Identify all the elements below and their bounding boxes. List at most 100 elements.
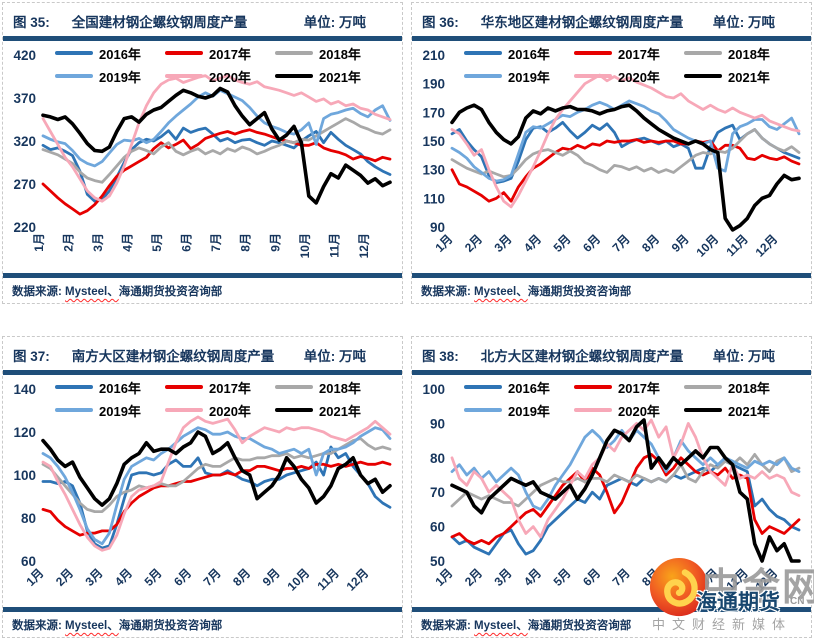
legend-item: 2018年 bbox=[684, 42, 794, 64]
legend-item: 2016年 bbox=[464, 376, 574, 398]
x-tick-label: 10月 bbox=[284, 566, 312, 594]
legend-item: 2019年 bbox=[464, 399, 574, 421]
series-line-2021年 bbox=[450, 418, 801, 563]
series-line-2016年 bbox=[450, 121, 801, 185]
series-line-2017年 bbox=[450, 453, 801, 546]
figure-number: 图 38: bbox=[422, 349, 459, 364]
x-tick-label: 10月 bbox=[693, 232, 721, 260]
legend-item: 2017年 bbox=[574, 376, 684, 398]
source-prefix: 数据来源: bbox=[421, 286, 475, 298]
source-rest: 海通期货投资咨询部 bbox=[118, 286, 223, 298]
legend-item: 2021年 bbox=[275, 399, 385, 421]
unit-label: 单位: 万吨 bbox=[712, 15, 775, 30]
x-tick-label: 3月 bbox=[491, 566, 514, 589]
y-tick-label: 70 bbox=[430, 485, 445, 500]
divider-bar bbox=[412, 607, 811, 612]
legend-label: 2019年 bbox=[508, 403, 550, 419]
divider-bar bbox=[412, 370, 811, 375]
chart-title: 北方大区建材钢企螺纹钢周度产量 bbox=[480, 349, 684, 364]
x-tick-label: 11月 bbox=[327, 233, 341, 258]
legend-item: 2020年 bbox=[574, 65, 684, 87]
y-tick-label: 370 bbox=[13, 91, 36, 106]
legend-swatch-2019 bbox=[55, 74, 93, 78]
series-line-2018年 bbox=[41, 437, 392, 514]
x-tick-label: 5月 bbox=[142, 566, 165, 589]
legend-swatch-2017 bbox=[574, 51, 612, 55]
x-tick-label: 12月 bbox=[344, 566, 372, 594]
series-line-2021年 bbox=[41, 86, 392, 205]
x-tick-label: 9月 bbox=[260, 566, 283, 589]
legend-item: 2019年 bbox=[55, 399, 165, 421]
y-tick-label: 210 bbox=[422, 48, 445, 63]
legend-item: 2017年 bbox=[574, 42, 684, 64]
x-tick-label: 7月 bbox=[610, 566, 633, 589]
chart-panel-national: 图 35: 全国建材钢企螺纹钢周度产量 单位: 万吨 220 270 320 370 4… bbox=[2, 2, 403, 304]
x-tick-label: 3月 bbox=[491, 232, 514, 255]
legend-swatch-2020 bbox=[165, 74, 203, 78]
legend-label: 2018年 bbox=[728, 46, 770, 62]
legend-label: 2019年 bbox=[99, 403, 141, 419]
x-tick-label: 3月 bbox=[91, 233, 105, 252]
x-tick-label: 4月 bbox=[521, 232, 544, 255]
x-tick-label: 6月 bbox=[580, 566, 603, 589]
legend-item: 2018年 bbox=[684, 376, 794, 398]
x-tick-label: 8月 bbox=[239, 233, 253, 252]
x-tick-label: 4月 bbox=[112, 566, 135, 589]
source-note: 数据来源: Mysteel、海通期货投资咨询部 bbox=[3, 612, 402, 633]
line-chart: 90 110 130 150 170 190 210 1月 2月 3月 4月 5月 6月 7月 8月 9月 10… bbox=[422, 48, 801, 260]
series-line-2021年 bbox=[41, 430, 392, 507]
divider-bar bbox=[3, 273, 402, 278]
x-tick-label: 4月 bbox=[121, 233, 135, 252]
source-rest: 海通期货投资咨询部 bbox=[527, 620, 632, 632]
x-tick-label: 5月 bbox=[551, 232, 574, 255]
x-tick-label: 8月 bbox=[639, 566, 662, 589]
chart-region: 60 80 100 120 140 1月 2月 3月 4月 5月 6月 7月 8月 9月 10月 11月 12月… bbox=[3, 375, 402, 607]
legend-label: 2021年 bbox=[728, 403, 770, 419]
legend-item: 2018年 bbox=[275, 376, 385, 398]
divider-bar bbox=[3, 370, 402, 375]
unit-label: 单位: 万吨 bbox=[303, 15, 366, 30]
legend-label: 2019年 bbox=[99, 69, 141, 85]
x-tick-label: 1月 bbox=[432, 566, 455, 589]
x-tick-label: 1月 bbox=[32, 233, 46, 252]
x-tick-label: 9月 bbox=[669, 566, 692, 589]
series-line-2018年 bbox=[41, 117, 392, 184]
chart-title: 全国建材钢企螺纹钢周度产量 bbox=[71, 15, 248, 30]
y-tick-label: 150 bbox=[422, 134, 445, 149]
series-line-2019年 bbox=[450, 99, 801, 183]
legend-item: 2016年 bbox=[55, 376, 165, 398]
series-line-2019年 bbox=[41, 426, 392, 546]
figure-number: 图 36: bbox=[422, 15, 459, 30]
legend-label: 2016年 bbox=[508, 380, 550, 396]
legend-swatch-2016 bbox=[55, 51, 93, 55]
x-tick-label: 7月 bbox=[209, 233, 223, 252]
y-tick-label: 80 bbox=[430, 451, 445, 466]
y-tick-label: 90 bbox=[430, 416, 445, 431]
series-line-2020年 bbox=[41, 74, 392, 203]
chart-title: 南方大区建材钢企螺纹钢周度产量 bbox=[71, 349, 275, 364]
legend-item: 2017年 bbox=[165, 42, 275, 64]
y-tick-label: 190 bbox=[422, 77, 445, 92]
legend-swatch-2018 bbox=[684, 51, 722, 55]
x-tick-label: 6月 bbox=[180, 233, 194, 252]
x-tick-label: 9月 bbox=[268, 233, 282, 252]
y-tick-label: 50 bbox=[430, 554, 445, 569]
x-tick-label: 6月 bbox=[171, 566, 194, 589]
legend-swatch-2018 bbox=[684, 385, 722, 389]
legend-swatch-2020 bbox=[574, 408, 612, 412]
series-line-2020年 bbox=[450, 418, 801, 539]
legend-item: 2021年 bbox=[684, 399, 794, 421]
source-note: 数据来源: Mysteel、海通期货投资咨询部 bbox=[3, 278, 402, 299]
x-tick-label: 1月 bbox=[432, 232, 455, 255]
chart-panel-north: 图 38: 北方大区建材钢企螺纹钢周度产量 单位: 万吨 50 60 70 80 90 1… bbox=[411, 336, 812, 638]
x-tick-label: 12月 bbox=[357, 233, 371, 258]
y-tick-label: 120 bbox=[13, 425, 36, 440]
chart-region: 50 60 70 80 90 100 1月 2月 3月 4月 5月 6月 7月 8月 9月 10月 11月 12月… bbox=[412, 375, 811, 607]
y-tick-label: 220 bbox=[13, 220, 36, 235]
legend-label: 2021年 bbox=[319, 69, 361, 85]
legend-label: 2017年 bbox=[209, 380, 251, 396]
legend-swatch-2019 bbox=[464, 74, 502, 78]
x-tick-label: 1月 bbox=[23, 566, 46, 589]
legend-label: 2016年 bbox=[99, 46, 141, 62]
